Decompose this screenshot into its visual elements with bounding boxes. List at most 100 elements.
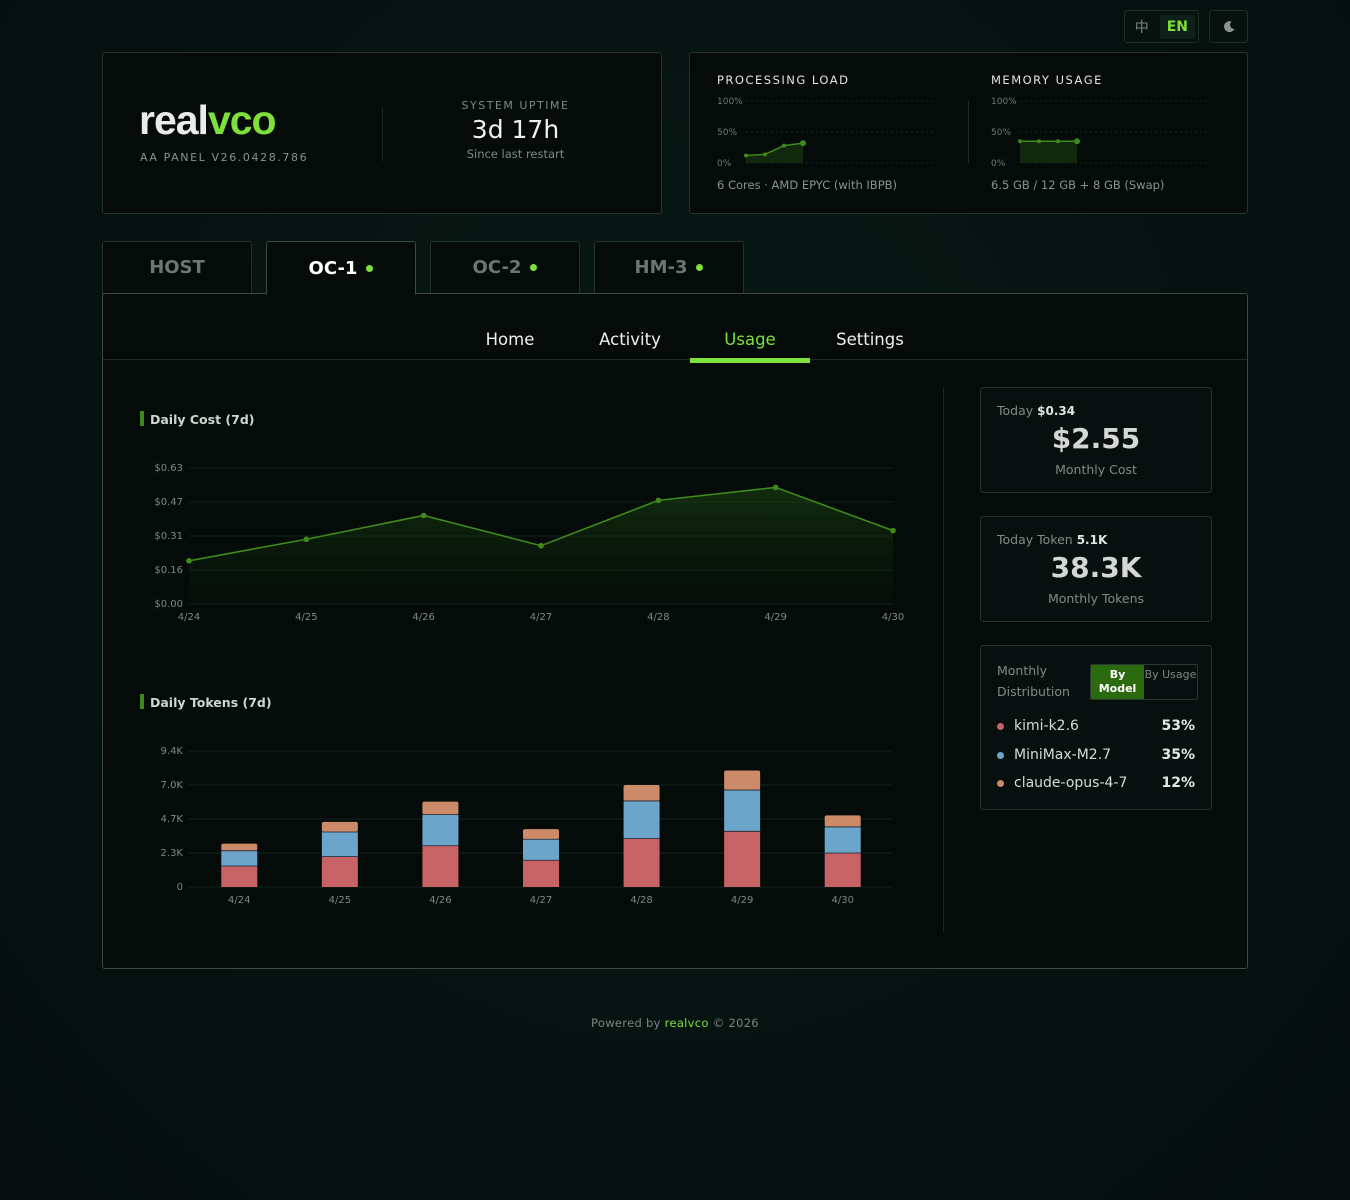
x-tick-label: 4/26	[412, 612, 434, 623]
sparkline-area	[1020, 141, 1077, 163]
bar-segment-minimax-m2-7	[321, 832, 358, 857]
panel-version: AA PANEL V26.0428.786	[140, 151, 309, 164]
status-dot	[530, 264, 538, 271]
status-dot	[366, 264, 374, 272]
x-tick-label: 4/24	[228, 895, 250, 906]
subnav-usage[interactable]: Usage	[690, 294, 810, 363]
bar-segment-minimax-m2-7	[623, 800, 660, 839]
sparkline-line	[745, 142, 804, 157]
model-name: claude-opus-4-7	[1014, 775, 1128, 791]
bar-segment-claude-opus-4-7	[824, 815, 861, 827]
cost-point	[655, 497, 662, 504]
processing-load-title: PROCESSING LOAD	[717, 73, 850, 87]
tick-label: 0%	[991, 159, 1006, 169]
bar-segment-claude-opus-4-7	[724, 770, 761, 791]
sparkline-point	[1018, 139, 1022, 144]
tab-hm-3[interactable]: HM-3	[594, 241, 744, 294]
monthly-tokens-label: Monthly Tokens	[1047, 591, 1145, 606]
monthly-cost-label: Monthly Cost	[1055, 462, 1137, 477]
color-swatch	[997, 722, 1004, 730]
x-tick-label: 4/27	[530, 895, 552, 906]
y-tick-label: 9.4K	[161, 746, 184, 757]
sub-navigation: Home Activity Usage Settings	[103, 294, 1247, 363]
footer-suffix: © 2026	[712, 1016, 759, 1030]
system-uptime: SYSTEM UPTIME 3d 17h Since last restart	[403, 99, 628, 161]
theme-toggle-button[interactable]	[1209, 10, 1248, 43]
sparkline-point	[1074, 138, 1080, 145]
uptime-label: SYSTEM UPTIME	[461, 99, 570, 112]
processing-load: PROCESSING LOAD 100% 50% 0% 6 Cores · AMD …	[717, 73, 935, 192]
y-tick-label: $0.16	[154, 565, 183, 576]
monthly-tokens-card: Today Token 5.1K 38.3K Monthly Tokens	[980, 516, 1212, 622]
processing-load-sparkline: 100% 50% 0%	[717, 97, 935, 169]
bar-segment-kimi-k2-6	[523, 860, 559, 887]
sparkline-point	[800, 140, 806, 147]
y-tick-label: $0.47	[154, 497, 183, 508]
today-cost-value: $0.34	[1037, 404, 1076, 418]
by-usage-button[interactable]: By Usage	[1144, 668, 1197, 681]
x-tick-label: 4/24	[178, 612, 200, 623]
monthly-tokens-value: 38.3K	[1050, 551, 1142, 584]
monthly-distribution-card: Monthly Distribution By Model By Usage k…	[980, 645, 1212, 810]
usage-panel: Home Activity Usage Settings Daily Cost …	[102, 293, 1248, 969]
monthly-cost-card: Today $0.34 $2.55 Monthly Cost	[980, 387, 1212, 493]
memory-usage-sparkline: 100% 50% 0%	[991, 97, 1209, 169]
cost-point	[890, 527, 896, 534]
tab-label: OC-2	[472, 257, 522, 278]
model-percent: 12%	[1161, 775, 1195, 791]
x-tick-label: 4/28	[630, 895, 652, 906]
lang-zh-option[interactable]: 中	[1134, 19, 1149, 36]
sparkline-area	[746, 143, 803, 163]
daily-cost-title: Daily Cost (7d)	[140, 411, 254, 427]
bar-segment-kimi-k2-6	[724, 831, 761, 887]
language-switch: 中 EN	[1123, 10, 1199, 43]
lang-en-option[interactable]: EN	[1159, 14, 1195, 39]
subnav-home[interactable]: Home	[485, 330, 535, 349]
cost-point	[538, 542, 544, 549]
sparkline-point	[763, 152, 767, 157]
bar-segment-minimax-m2-7	[221, 850, 258, 867]
tick-label: 50%	[717, 128, 737, 138]
tick-label: 100%	[991, 97, 1017, 107]
tab-oc-1[interactable]: OC-1	[266, 241, 416, 295]
bar-segment-kimi-k2-6	[824, 853, 861, 887]
moon-icon	[1223, 20, 1234, 32]
x-tick-label: 4/27	[530, 612, 552, 623]
memory-usage-title: MEMORY USAGE	[991, 73, 1103, 87]
system-metrics-card: PROCESSING LOAD 100% 50% 0% 6 Cores · AMD …	[689, 52, 1248, 214]
tick-label: 50%	[991, 128, 1011, 138]
uptime-sub: Since last restart	[466, 147, 565, 161]
memory-usage-desc: 6.5 GB / 12 GB + 8 GB (Swap)	[991, 178, 1165, 192]
tab-host[interactable]: HOST	[102, 241, 252, 294]
y-tick-label: 0	[177, 882, 183, 893]
divider	[943, 387, 944, 932]
daily-tokens-title: Daily Tokens (7d)	[140, 694, 272, 710]
subnav-activity[interactable]: Activity	[599, 330, 661, 349]
brand-card: realvco AA PANEL V26.0428.786 SYSTEM UPT…	[102, 52, 662, 214]
y-tick-label: $0.31	[154, 531, 183, 542]
cost-area	[189, 487, 893, 604]
status-dot	[696, 264, 704, 271]
bar-segment-claude-opus-4-7	[221, 843, 258, 851]
model-name: MiniMax-M2.7	[1014, 747, 1112, 763]
x-tick-label: 4/30	[882, 612, 904, 623]
bar-segment-claude-opus-4-7	[422, 801, 459, 815]
color-swatch	[997, 779, 1004, 787]
instance-tabs: HOST OC-1 OC-2 HM-3	[102, 241, 744, 295]
bar-segment-kimi-k2-6	[321, 856, 358, 887]
daily-cost-chart: $0.63 $0.47 $0.31 $0.16 $0.00 4/24 4/25 4/26 4/2…	[154, 463, 904, 623]
sparkline-point	[1037, 139, 1041, 144]
daily-tokens-chart: 9.4K 7.0K 4.7K 2.3K 0 4/24 4/25 4/26 4/27 4/28 4/2…	[161, 746, 893, 906]
distribution-toggle: By Model By Usage	[1090, 664, 1198, 700]
tab-oc-2[interactable]: OC-2	[430, 241, 580, 294]
footer: Powered by realvco © 2026	[0, 1016, 1350, 1030]
footer-brand-link[interactable]: realvco	[664, 1016, 709, 1030]
subnav-settings[interactable]: Settings	[836, 330, 904, 349]
y-tick-label: 4.7K	[161, 814, 184, 825]
bar-segment-claude-opus-4-7	[523, 829, 559, 840]
x-tick-label: 4/25	[295, 612, 317, 623]
bar-segment-claude-opus-4-7	[321, 821, 358, 833]
monthly-cost-value: $2.55	[1051, 422, 1141, 455]
by-model-button[interactable]: By Model	[1091, 665, 1144, 699]
cost-point	[772, 484, 779, 491]
